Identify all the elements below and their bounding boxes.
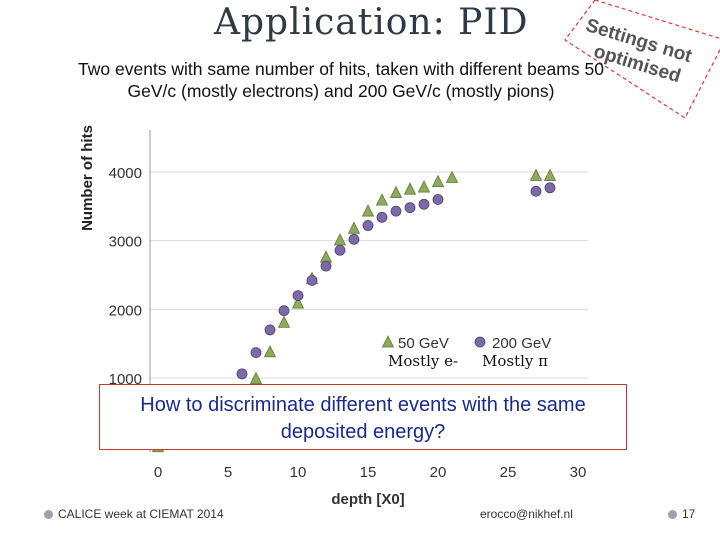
data-point-50gev: [445, 170, 459, 183]
footer-page: 17: [668, 507, 695, 521]
x-tick-label: 30: [570, 464, 587, 481]
legend-marker-50gev: [381, 335, 395, 348]
data-point-200gev: [362, 220, 374, 231]
annotation-mostly-e: Mostly e-: [388, 352, 458, 370]
data-point-50gev: [249, 371, 263, 385]
data-point-200gev: [404, 202, 416, 214]
data-point-200gev: [376, 211, 388, 223]
x-tick-label: 0: [154, 464, 162, 481]
x-tick-label: 5: [224, 464, 232, 481]
data-point-200gev: [390, 205, 402, 217]
data-point-200gev: [250, 347, 262, 358]
slide-subtitle: Two events with same number of hits, tak…: [78, 59, 604, 101]
x-axis-label: depth [X0]: [331, 491, 404, 508]
data-point-50gev: [389, 185, 403, 199]
data-point-50gev: [529, 168, 543, 181]
x-tick-label: 20: [430, 464, 447, 481]
data-point-50gev: [291, 296, 305, 309]
plot-background: [98, 118, 588, 510]
x-tick-label: 15: [360, 464, 377, 481]
bullet-icon: [44, 510, 53, 519]
data-point-200gev: [292, 290, 304, 302]
data-point-200gev: [306, 275, 318, 286]
page-number: 17: [682, 507, 696, 521]
data-point-200gev: [432, 194, 444, 205]
footer-event: CALICE week at CIEMAT 2014: [44, 507, 224, 521]
y-tick-label: 2000: [109, 302, 142, 319]
footer-email[interactable]: erocco@nikhef.nl: [480, 507, 573, 521]
data-point-200gev: [544, 182, 556, 194]
question-banner: How to discriminate different events wit…: [99, 384, 627, 450]
legend-label-200gev: 200 GeV: [492, 335, 551, 352]
y-tick-label: 3000: [109, 234, 142, 251]
data-point-200gev: [236, 368, 248, 380]
legend-marker-200gev: [474, 336, 486, 348]
annotation-mostly-pi: Mostly π: [482, 352, 548, 370]
data-point-50gev: [417, 180, 431, 193]
data-point-200gev: [278, 305, 290, 317]
legend-label-50gev: 50 GeV: [398, 335, 449, 352]
y-tick-label: 1000: [109, 371, 142, 388]
y-axis-label: Number of hits: [79, 125, 96, 231]
x-tick-label: 25: [500, 464, 517, 481]
data-point-50gev: [403, 182, 417, 195]
data-point-200gev: [530, 185, 542, 197]
footer-event-text: CALICE week at CIEMAT 2014: [58, 507, 224, 521]
data-point-50gev: [361, 204, 375, 217]
y-tick-label: 4000: [109, 165, 142, 182]
data-point-200gev: [264, 324, 276, 336]
data-point-200gev: [334, 244, 346, 256]
bullet-icon: [668, 510, 677, 519]
data-point-50gev: [375, 193, 389, 206]
data-point-50gev: [263, 345, 277, 358]
data-point-200gev: [418, 198, 430, 210]
data-point-50gev: [347, 221, 361, 234]
data-point-50gev: [277, 315, 291, 328]
data-point-200gev: [348, 233, 360, 245]
data-point-200gev: [320, 260, 332, 272]
data-point-50gev: [431, 174, 445, 188]
data-point-50gev: [543, 168, 557, 181]
slide-title: Application: PID: [214, 2, 529, 43]
x-tick-label: 10: [290, 464, 307, 481]
